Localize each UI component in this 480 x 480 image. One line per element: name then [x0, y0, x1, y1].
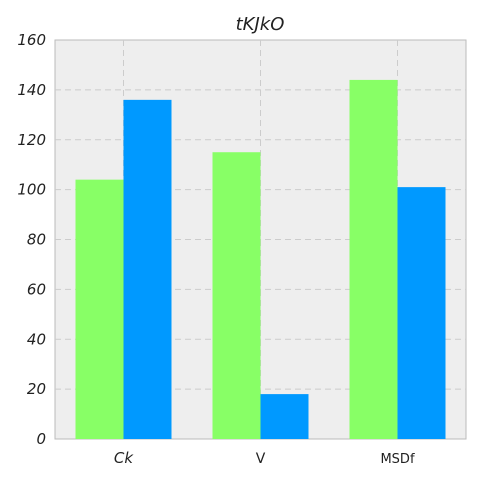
x-tick-label: Ck — [114, 449, 134, 467]
bar-v-series-2 — [260, 394, 309, 439]
bar-ck-series-1 — [75, 179, 124, 439]
y-tick-label: 140 — [17, 81, 46, 99]
x-tick-label: MSDf — [380, 452, 414, 467]
x-axis-ticks: Ck V MSDf — [114, 449, 415, 467]
bar-msdf-series-2 — [397, 187, 446, 439]
y-tick-label: 60 — [27, 280, 46, 298]
y-tick-label: 160 — [17, 31, 46, 49]
bars — [75, 79, 446, 440]
y-tick-label: 0 — [36, 430, 46, 448]
y-tick-label: 40 — [27, 330, 46, 348]
y-axis-ticks: 0 20 40 60 80 100 120 140 160 — [17, 31, 46, 448]
y-tick-label: 80 — [27, 231, 46, 249]
y-tick-label: 120 — [17, 131, 46, 149]
y-tick-label: 20 — [27, 380, 46, 398]
x-tick-label: V — [256, 451, 266, 467]
bar-v-series-1 — [212, 152, 261, 439]
y-tick-label: 100 — [17, 181, 46, 199]
chart-title: tKJkO — [236, 14, 285, 35]
bar-ck-series-2 — [123, 99, 172, 439]
bar-msdf-series-1 — [349, 79, 398, 440]
